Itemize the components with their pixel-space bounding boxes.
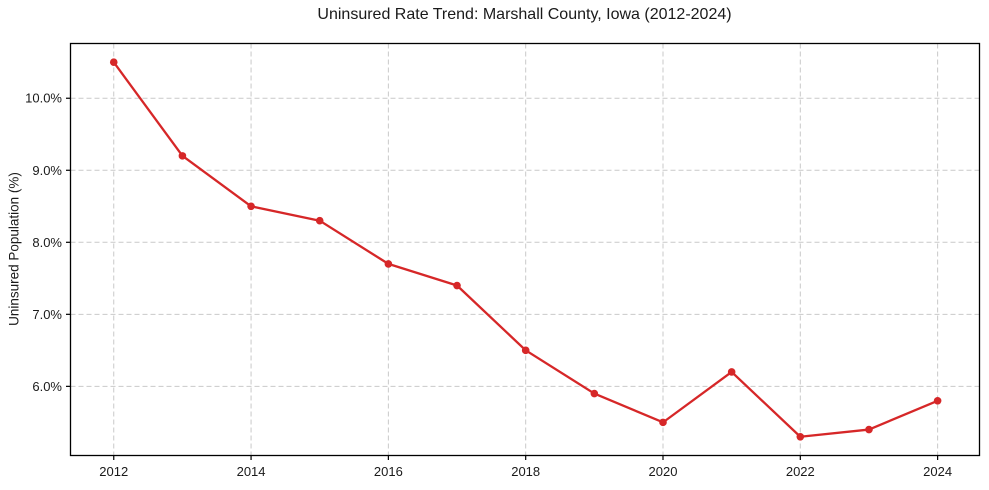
x-tick-label: 2020 — [649, 464, 678, 479]
y-tick-label: 8.0% — [32, 235, 62, 250]
data-point — [865, 425, 873, 434]
data-point — [384, 260, 393, 268]
data-point — [659, 418, 667, 427]
data-point — [796, 432, 805, 441]
data-point — [521, 346, 530, 355]
x-tick-label: 2024 — [923, 464, 952, 479]
x-tick-label: 2014 — [237, 464, 266, 479]
data-point — [933, 396, 942, 405]
data-point — [315, 216, 324, 225]
x-tick-label: 2018 — [511, 464, 540, 479]
y-tick-label: 10.0% — [25, 91, 62, 106]
data-point — [727, 368, 736, 376]
data-point — [247, 202, 255, 211]
data-point — [109, 58, 118, 67]
y-tick-label: 6.0% — [32, 379, 62, 394]
chart-title: Uninsured Rate Trend: Marshall County, I… — [317, 6, 732, 23]
x-tick-label: 2016 — [374, 464, 403, 479]
data-point — [178, 152, 187, 160]
data-point — [453, 281, 461, 290]
y-tick-label: 9.0% — [32, 163, 62, 178]
x-tick-label: 2022 — [786, 464, 815, 479]
data-point — [590, 389, 599, 398]
plot-border — [69, 42, 981, 457]
x-tick-label: 2012 — [99, 464, 128, 479]
y-tick-label: 7.0% — [32, 307, 62, 322]
